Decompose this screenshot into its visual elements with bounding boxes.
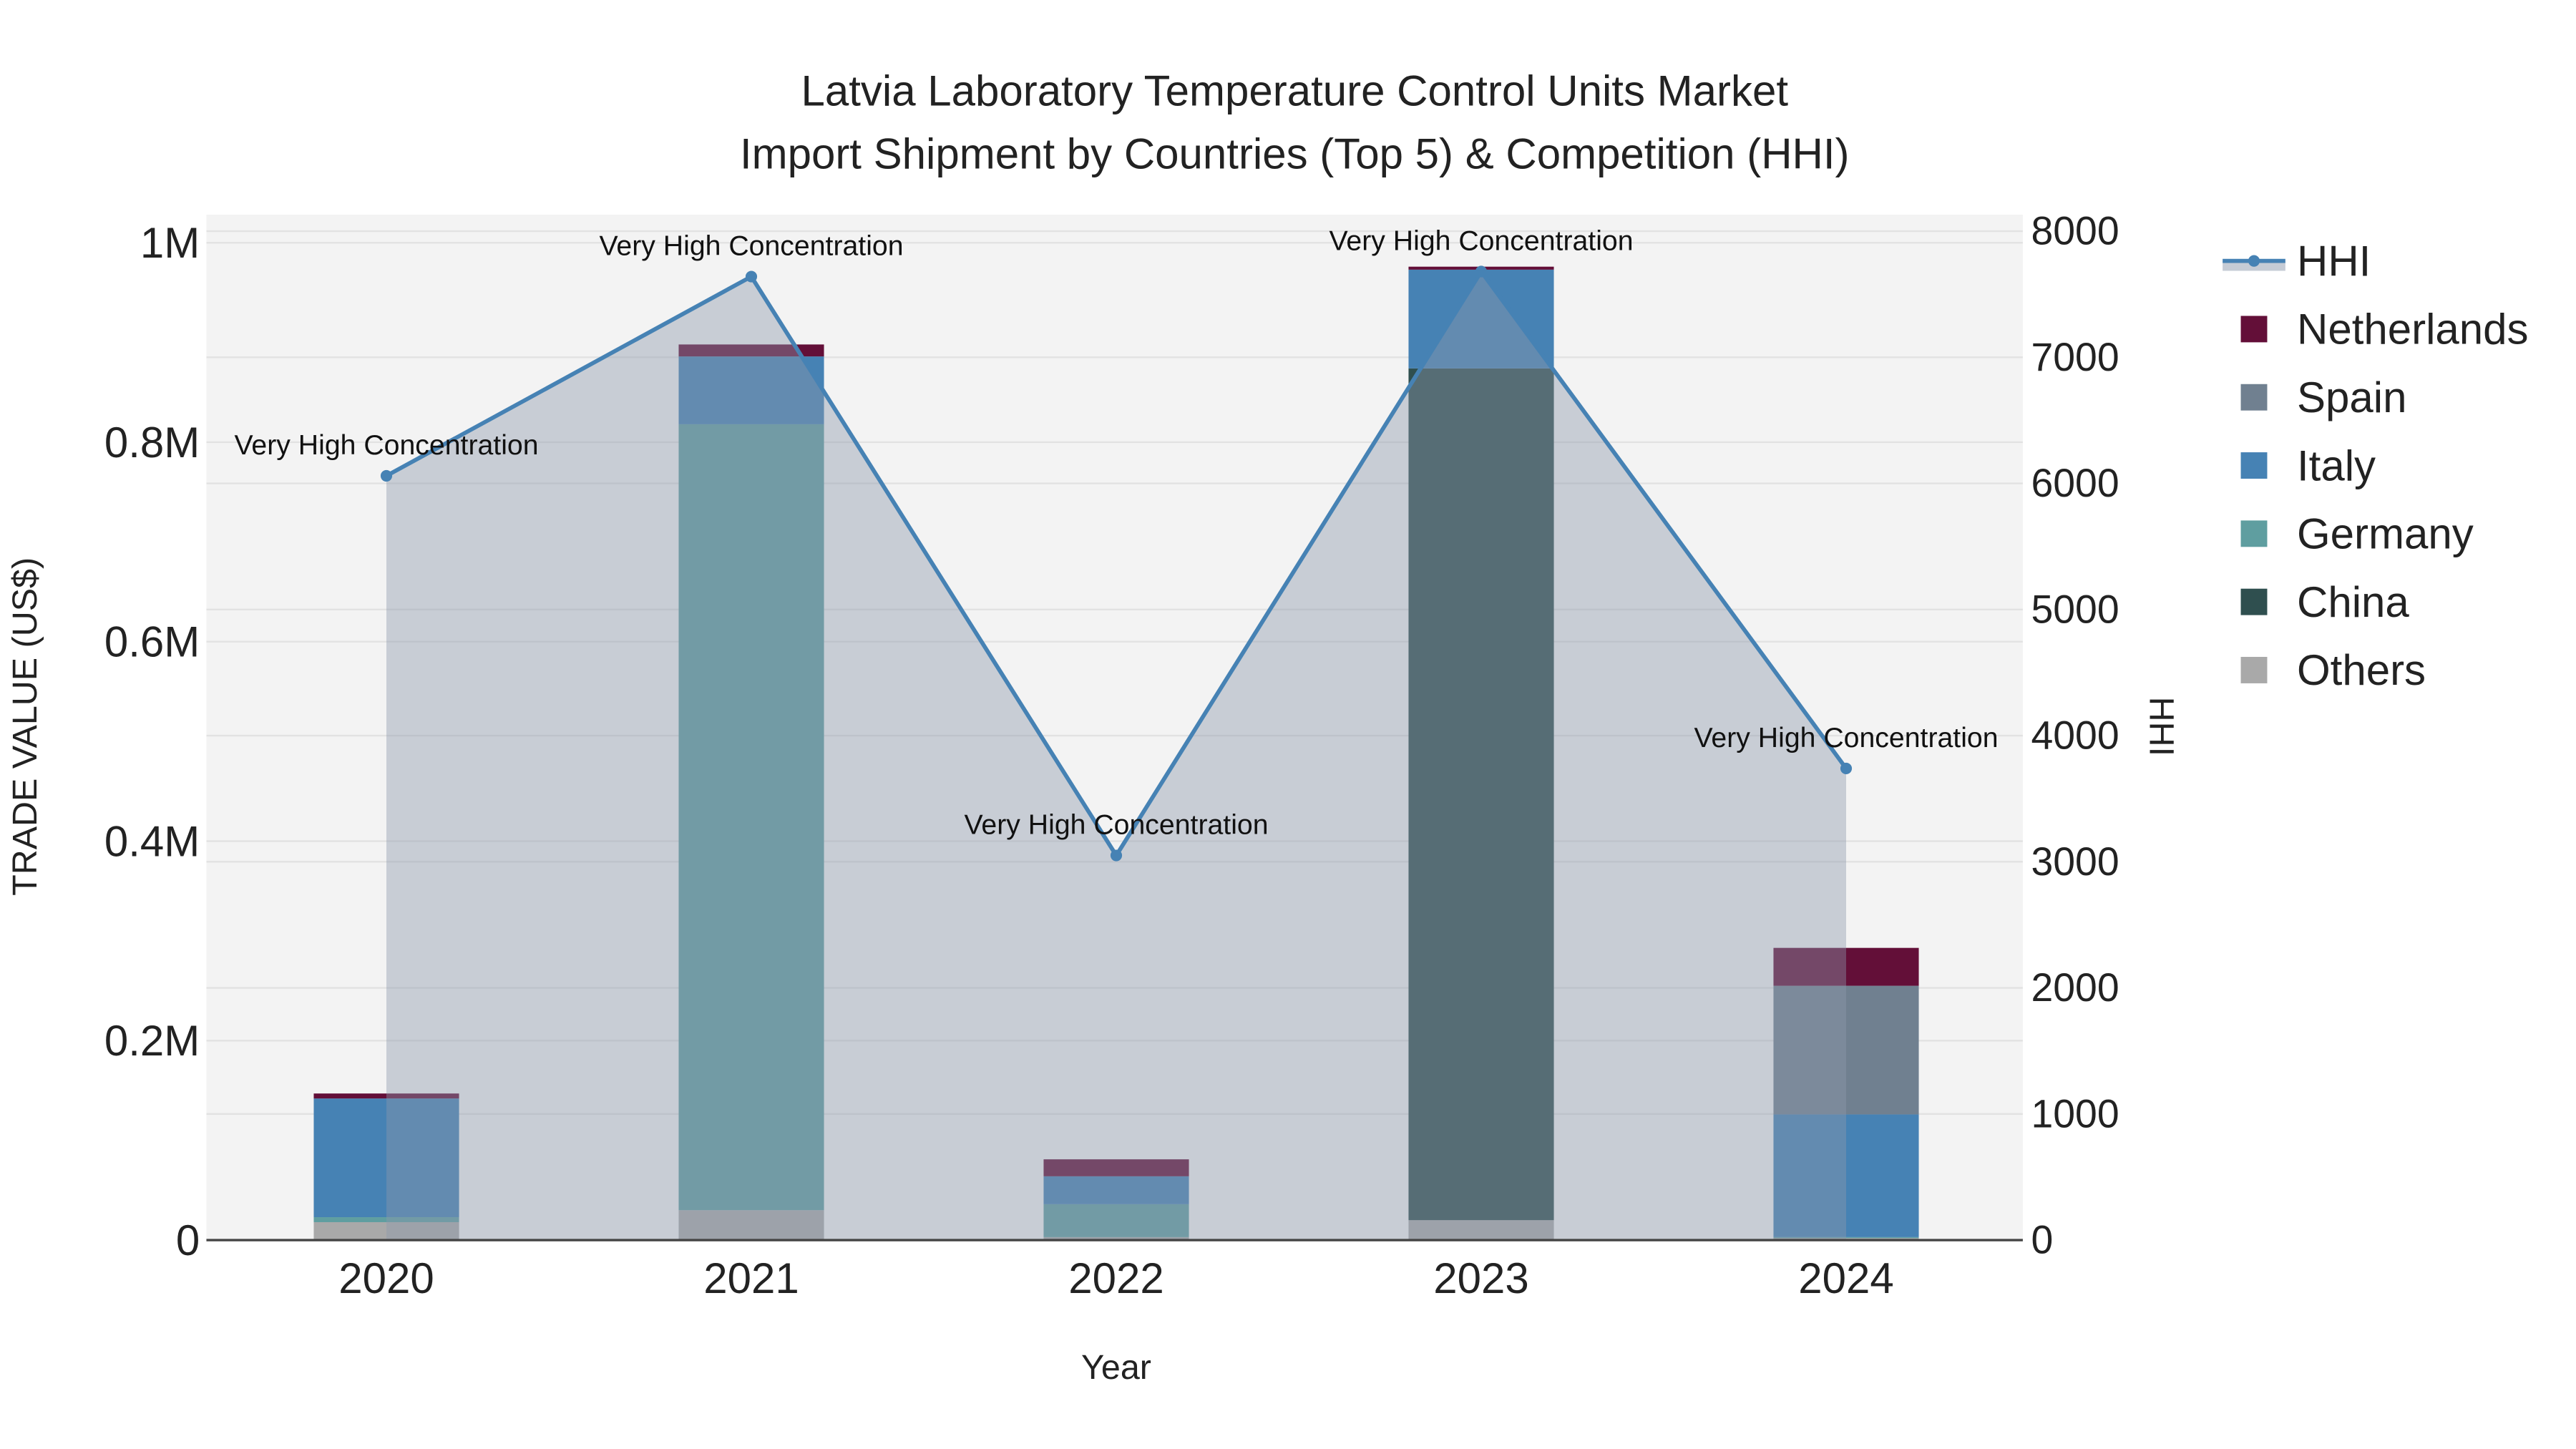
legend-hhi-swatch-marker <box>2248 255 2260 267</box>
x-tick-label: 2022 <box>1068 1254 1163 1302</box>
legend-swatch-china <box>2240 588 2268 615</box>
bars <box>313 266 1919 1241</box>
gridlines <box>206 230 2023 1115</box>
legend-swatch-netherlands <box>2240 316 2268 343</box>
y-tick-label: 0 <box>176 1216 200 1264</box>
hhi-point-2021 <box>745 270 758 283</box>
hhi-annotation: Very High Concentration <box>964 809 1268 841</box>
legend-label-spain: Spain <box>2297 374 2406 421</box>
legend-label-italy: Italy <box>2297 441 2376 489</box>
hhi-annotation: Very High Concentration <box>1329 225 1633 256</box>
y2-tick-label: 5000 <box>2031 587 2119 631</box>
y2-tick-label: 1000 <box>2031 1091 2119 1136</box>
y-tick-label: 0.8M <box>104 419 200 467</box>
bar-germany-2022 <box>1043 1204 1189 1237</box>
bar-china-2023 <box>1408 368 1554 1221</box>
y2-tick-label: 4000 <box>2031 713 2119 758</box>
y-tick-label: 0.2M <box>104 1017 200 1065</box>
legend-label-germany: Germany <box>2297 510 2474 558</box>
bar-germany-2021 <box>678 424 824 1211</box>
bar-netherlands-2021 <box>678 344 824 357</box>
bar-italy-2021 <box>678 356 824 424</box>
legend-label-hhi: HHI <box>2297 237 2371 285</box>
y2-tick-label: 0 <box>2031 1218 2053 1262</box>
bar-spain-2024 <box>1773 985 1919 1115</box>
legend-swatch-others <box>2240 657 2268 683</box>
legend: HHI Netherlands Spain Italy Germany China Othe… <box>2223 237 2529 694</box>
hhi-point-2022 <box>1110 849 1123 862</box>
hhi-annotation: Very High Concentration <box>234 429 538 461</box>
bar-italy-2024 <box>1773 1114 1919 1237</box>
hhi-point-2020 <box>380 469 393 482</box>
legend-swatch-germany <box>2240 520 2268 547</box>
bar-germany-2020 <box>313 1217 459 1222</box>
hhi-point-2023 <box>1475 265 1488 278</box>
x-axis-ticks: 2020 2021 2022 2023 2024 <box>338 1254 1893 1302</box>
legend-swatch-italy <box>2240 452 2268 479</box>
y2-tick-label: 3000 <box>2031 839 2119 884</box>
legend-label-netherlands: Netherlands <box>2297 306 2529 353</box>
x-tick-label: 2020 <box>338 1254 434 1302</box>
legend-swatch-spain <box>2240 384 2268 411</box>
bar-others-2023 <box>1408 1220 1554 1241</box>
bar-italy-2020 <box>313 1098 459 1218</box>
y-axis-ticks: 0 0.2M 0.4M 0.6M 0.8M 1M <box>104 219 200 1264</box>
y2-axis-ticks: 0 1000 2000 3000 4000 5000 6000 7000 8000 <box>2031 209 2119 1262</box>
legend-label-china: China <box>2297 578 2409 626</box>
y2-tick-label: 6000 <box>2031 461 2119 505</box>
x-tick-label: 2023 <box>1433 1254 1528 1302</box>
x-tick-label: 2024 <box>1798 1254 1893 1302</box>
x-tick-label: 2021 <box>703 1254 799 1302</box>
bar-others-2021 <box>678 1210 824 1241</box>
bar-italy-2022 <box>1043 1176 1189 1204</box>
bar-netherlands-2022 <box>1043 1159 1189 1176</box>
hhi-point-2024 <box>1840 762 1853 774</box>
y-tick-label: 1M <box>140 219 200 267</box>
hhi-annotation: Very High Concentration <box>599 230 903 262</box>
y-tick-label: 0.4M <box>104 817 200 865</box>
plot-background <box>206 215 2023 1241</box>
y-axis-title: TRADE VALUE (US$) <box>6 557 44 896</box>
hhi-series: Very High Concentration Very High Concent… <box>234 225 1999 1241</box>
y2-axis-title: HHI <box>2142 697 2181 756</box>
y-tick-label: 0.6M <box>104 618 200 666</box>
bar-germany-2024 <box>1773 1236 1919 1239</box>
y2-tick-label: 2000 <box>2031 965 2119 1010</box>
bar-others-2020 <box>313 1221 459 1241</box>
bar-others-2022 <box>1043 1236 1189 1241</box>
y2-tick-label: 7000 <box>2031 335 2119 379</box>
y2-tick-label: 8000 <box>2031 209 2119 253</box>
legend-label-others: Others <box>2297 646 2426 694</box>
chart-title-line1: Latvia Laboratory Temperature Control Un… <box>801 67 1788 115</box>
hhi-annotation: Very High Concentration <box>1694 722 1998 753</box>
chart-title-line2: Import Shipment by Countries (Top 5) & C… <box>740 130 1850 177</box>
bar-netherlands-2020 <box>313 1093 459 1099</box>
bar-netherlands-2024 <box>1773 947 1919 986</box>
x-axis-title: Year <box>1081 1348 1151 1387</box>
hhi-area <box>386 271 1846 1241</box>
